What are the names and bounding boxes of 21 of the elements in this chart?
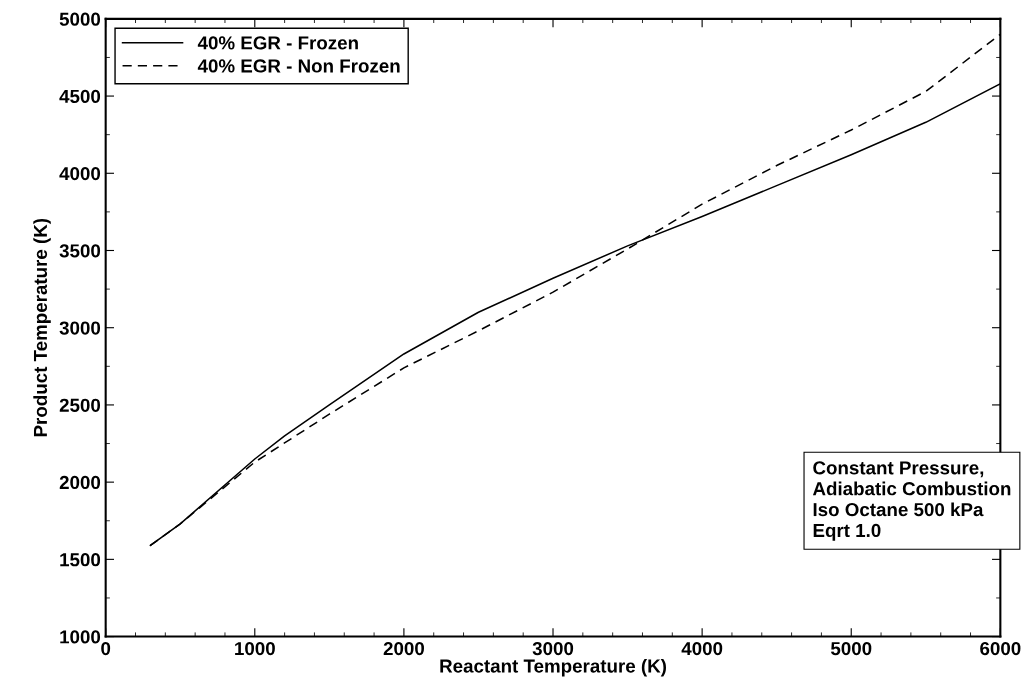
- legend-label: 40% EGR - Frozen: [197, 36, 358, 50]
- x-tick-label: 4000: [681, 641, 723, 656]
- y-tick-label: 3500: [59, 244, 101, 258]
- x-tick-label: 3000: [532, 641, 574, 656]
- y-tick-label: 4000: [59, 166, 101, 181]
- x-tick-label: 0: [101, 641, 111, 656]
- x-tick-label: 5000: [830, 641, 872, 656]
- y-tick-label: 2500: [59, 398, 101, 412]
- y-axis-title: Product Temperature (K): [33, 218, 51, 437]
- y-tick-label: 1500: [60, 553, 101, 567]
- x-axis-title: Reactant Temperature (K): [440, 658, 667, 677]
- legend-label: 40% EGR - Non Frozen: [197, 59, 400, 73]
- x-tick-label: 2000: [383, 641, 424, 656]
- y-tick-label: 1000: [60, 630, 101, 644]
- y-tick-label: 4500: [59, 89, 101, 104]
- y-tick-label: 2000: [59, 475, 101, 490]
- x-tick-label: 6000: [980, 641, 1021, 656]
- y-tick-label: 5000: [59, 12, 101, 26]
- y-tick-label: 3000: [59, 321, 101, 335]
- x-tick-label: 1000: [235, 641, 275, 656]
- annotation: Constant Pressure, Adiabatic Combustion Iso Octane 500 kPa Eqrt 1.0: [812, 461, 1011, 541]
